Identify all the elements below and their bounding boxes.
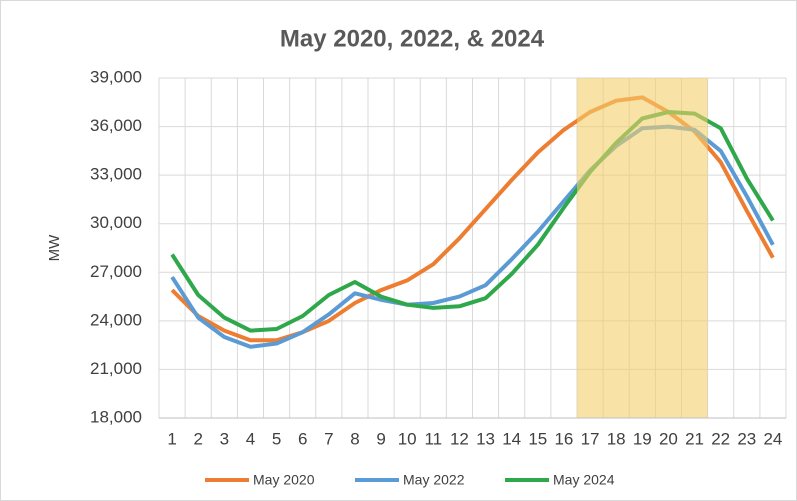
legend-label: May 2022 — [403, 472, 465, 488]
highlight-band — [577, 78, 708, 418]
y-tick-label: 30,000 — [90, 213, 142, 232]
x-tick-label: 13 — [476, 429, 495, 448]
x-tick-label: 21 — [685, 429, 704, 448]
x-tick-label: 6 — [298, 429, 307, 448]
x-tick-label: 2 — [193, 429, 202, 448]
y-tick-label: 33,000 — [90, 165, 142, 184]
y-tick-label: 21,000 — [90, 359, 142, 378]
x-tick-label: 11 — [424, 429, 442, 448]
x-tick-label: 22 — [711, 429, 730, 448]
x-tick-label: 3 — [220, 429, 229, 448]
x-tick-label: 19 — [633, 429, 652, 448]
x-tick-label: 16 — [554, 429, 573, 448]
x-tick-label: 15 — [528, 429, 547, 448]
legend-label: May 2020 — [253, 472, 315, 488]
x-tick-label: 10 — [398, 429, 417, 448]
legend-label: May 2024 — [553, 472, 615, 488]
y-tick-label: 18,000 — [90, 407, 142, 426]
y-tick-label: 24,000 — [90, 310, 142, 329]
y-tick-label: 27,000 — [90, 262, 142, 281]
x-tick-label: 23 — [737, 429, 756, 448]
y-tick-label: 36,000 — [90, 116, 142, 135]
x-tick-label: 17 — [581, 429, 600, 448]
x-tick-label: 12 — [450, 429, 469, 448]
chart-title: May 2020, 2022, & 2024 — [280, 25, 545, 52]
x-tick-label: 18 — [607, 429, 626, 448]
y-tick-label: 39,000 — [90, 67, 142, 86]
x-tick-label: 7 — [324, 429, 333, 448]
x-tick-label: 20 — [659, 429, 678, 448]
x-tick-label: 4 — [246, 429, 255, 448]
x-tick-label: 24 — [763, 429, 782, 448]
x-tick-label: 8 — [350, 429, 359, 448]
x-tick-label: 1 — [167, 429, 176, 448]
x-tick-label: 14 — [502, 429, 521, 448]
y-axis-label: MW — [46, 234, 63, 261]
x-tick-label: 5 — [272, 429, 281, 448]
x-tick-label: 9 — [376, 429, 385, 448]
